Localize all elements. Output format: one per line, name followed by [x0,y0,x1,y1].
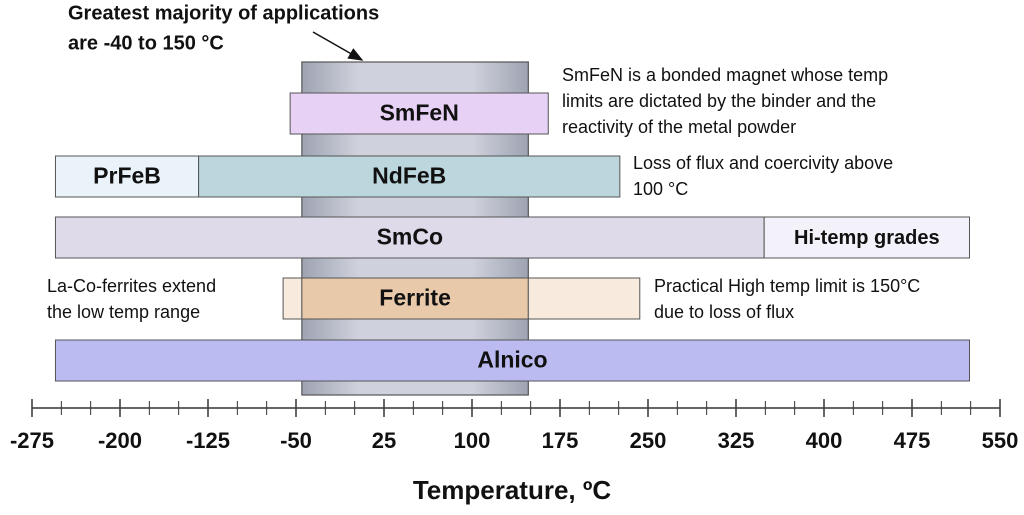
annotation: reactivity of the metal powder [562,117,796,137]
annotation: Loss of flux and coercivity above [633,153,893,173]
range-bar [198,155,621,198]
x-tick-label: 475 [894,428,931,453]
bar-label: SmFeN [380,100,459,126]
range-bar [301,277,529,320]
annotation: SmFeN is a bonded magnet whose temp [562,65,888,85]
range-bar [763,216,970,259]
x-tick-label: -50 [280,428,312,453]
annotation: 100 °C [633,179,688,199]
range-bar [54,155,200,198]
annotation: Greatest majority of applications [68,2,379,24]
annotation: limits are dictated by the binder and th… [562,91,876,111]
x-tick-label: 175 [542,428,579,453]
bar-label: Hi-temp grades [794,227,940,249]
annotation: Practical High temp limit is 150°C [654,276,920,296]
bar-label: Ferrite [379,285,451,311]
x-tick-label: -125 [186,428,230,453]
range-bar [54,216,765,259]
x-tick-label: 250 [630,428,667,453]
range-bar [527,277,641,320]
range-bar [282,277,303,320]
bar-label: SmCo [377,224,443,250]
x-tick-label: 550 [982,428,1019,453]
bar-label: Alnico [477,347,547,373]
range-bar [54,339,970,382]
bar-label: PrFeB [93,163,161,189]
annotation: due to loss of flux [654,302,794,322]
x-tick-label: 325 [718,428,755,453]
annotation: La-Co-ferrites extend [47,276,216,296]
annotation-arrow [312,31,364,61]
bar-label: NdFeB [372,163,446,189]
x-tick-label: -200 [98,428,142,453]
annotation: are -40 to 150 °C [68,32,224,54]
range-bar [289,92,549,135]
x-tick-label: -275 [10,428,54,453]
x-axis-label: Temperature, ºC [413,475,612,505]
x-tick-label: 25 [372,428,396,453]
x-tick-label: 100 [454,428,491,453]
x-tick-label: 400 [806,428,843,453]
annotation: the low temp range [47,302,200,322]
